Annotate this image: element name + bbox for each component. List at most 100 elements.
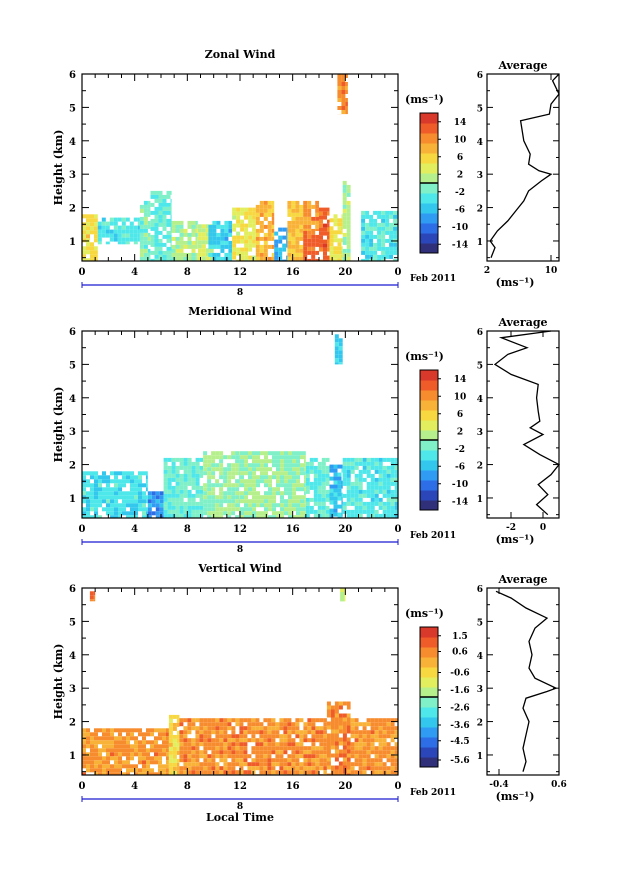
y-axis-label: Height (km) [52, 644, 65, 720]
heatmap-cell [296, 503, 300, 508]
heatmap-cell [323, 215, 327, 220]
heatmap-cell [256, 491, 260, 496]
heatmap-cell [304, 467, 306, 472]
heatmap-cell [330, 709, 335, 714]
heatmap-cell [97, 237, 102, 242]
heatmap-cell [143, 220, 148, 225]
heatmap-cell [382, 489, 387, 494]
heatmap-cell [341, 250, 343, 255]
heatmap-cell [122, 479, 126, 484]
heatmap-cell [271, 220, 275, 225]
colorbar-tick-label: 10 [454, 392, 467, 402]
heatmap-cell [334, 765, 339, 770]
heatmap-cell [382, 750, 387, 755]
heatmap-cell [94, 511, 98, 516]
heatmap-cell [121, 229, 126, 234]
heatmap-cell [382, 485, 387, 490]
heatmap-cell [370, 493, 375, 498]
heatmap-cell [130, 499, 134, 504]
heatmap-cell [216, 244, 221, 249]
heatmap-cell [358, 489, 363, 494]
heatmap-cell [268, 467, 272, 472]
heatmap-cell [362, 738, 367, 743]
heatmap-cell [313, 489, 318, 494]
heatmap-cell [187, 758, 192, 763]
heatmap-cell [113, 233, 118, 238]
heatmap-cell [247, 762, 252, 767]
heatmap-cell [207, 762, 212, 767]
y-tick-label: 1 [69, 751, 76, 762]
heatmap-cell [163, 489, 168, 494]
heatmap-cell [137, 221, 140, 226]
heatmap-cell [305, 477, 310, 482]
heatmap-cell [150, 748, 154, 753]
heatmap-cell [142, 491, 146, 496]
heatmap-cell [274, 239, 279, 244]
heatmap-cell [296, 459, 300, 464]
heatmap-cell [170, 246, 172, 251]
heatmap-cell [321, 461, 326, 466]
heatmap-cell [170, 214, 172, 219]
heatmap-cell [307, 746, 312, 751]
heatmap-cell [244, 259, 249, 261]
heatmap-cell [386, 742, 391, 747]
heatmap-cell [155, 495, 160, 500]
heatmap-cell [299, 718, 304, 723]
heatmap-cell [315, 216, 319, 221]
heatmap-cell [98, 764, 102, 769]
heatmap-cell [195, 770, 200, 775]
heatmap-cell [378, 477, 383, 482]
heatmap-cell [386, 489, 391, 494]
heatmap-cell [341, 468, 343, 473]
heatmap-cell [334, 721, 339, 726]
heatmap-cell [350, 722, 355, 727]
heatmap-cell [102, 740, 106, 745]
heatmap-cell [358, 750, 363, 755]
heatmap-cell [171, 469, 176, 474]
heatmap-cell [139, 204, 144, 209]
heatmap-cell [267, 200, 272, 205]
heatmap-cell [224, 252, 229, 257]
heatmap-cell [175, 481, 180, 486]
heatmap-cell [305, 465, 310, 470]
heatmap-cell [207, 491, 212, 496]
heatmap-cell [390, 489, 395, 494]
heatmap-cell [362, 734, 367, 739]
heatmap-cell [175, 224, 180, 229]
heatmap-cell [175, 244, 180, 249]
heatmap-cell [338, 346, 343, 351]
heatmap-cell [291, 208, 296, 213]
heatmap-cell [235, 770, 240, 775]
heatmap-cell [133, 217, 138, 222]
heatmap-cell [171, 248, 176, 253]
heatmap-cell [288, 491, 292, 496]
heatmap-cell [370, 770, 375, 775]
y-tick-label: 4 [69, 394, 76, 405]
heatmap-cell [248, 451, 252, 456]
heatmap-cell [143, 212, 148, 217]
heatmap-cell [168, 718, 173, 723]
heatmap-cell [211, 515, 216, 518]
heatmap-cell [327, 227, 330, 232]
heatmap-cell [227, 507, 232, 512]
heatmap-cell [373, 246, 378, 251]
heatmap-cell [150, 190, 155, 195]
heatmap-cell [211, 495, 216, 500]
heatmap-cell [114, 475, 118, 480]
heatmap-cell [382, 742, 387, 747]
heatmap-cell [346, 188, 351, 193]
heatmap-cell [82, 254, 86, 259]
heatmap-cell [267, 742, 272, 747]
heatmap-cell [303, 250, 308, 255]
colorbar-segment [420, 440, 438, 451]
heatmap-cell [86, 760, 90, 765]
heatmap-cell [350, 465, 355, 470]
heatmap-cell [118, 728, 122, 733]
heatmap-cell [82, 226, 86, 231]
heatmap-cell [176, 766, 180, 771]
heatmap-cell [166, 246, 171, 251]
heatmap-cell [346, 192, 351, 197]
heatmap-cell [171, 461, 176, 466]
heatmap-cell [94, 503, 98, 508]
